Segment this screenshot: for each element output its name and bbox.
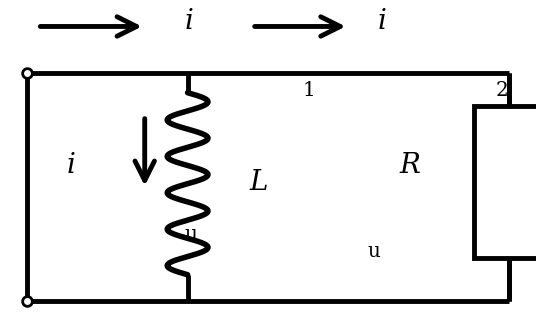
Text: L: L xyxy=(249,168,267,196)
Text: R: R xyxy=(399,152,420,179)
Text: i: i xyxy=(378,8,387,35)
Text: u: u xyxy=(185,225,198,244)
FancyBboxPatch shape xyxy=(474,106,536,258)
Text: u: u xyxy=(367,242,380,260)
Text: i: i xyxy=(67,152,76,179)
Text: 2: 2 xyxy=(496,81,509,100)
Text: 1: 1 xyxy=(303,81,316,100)
Text: i: i xyxy=(185,8,194,35)
Text: 2: 2 xyxy=(517,225,530,244)
